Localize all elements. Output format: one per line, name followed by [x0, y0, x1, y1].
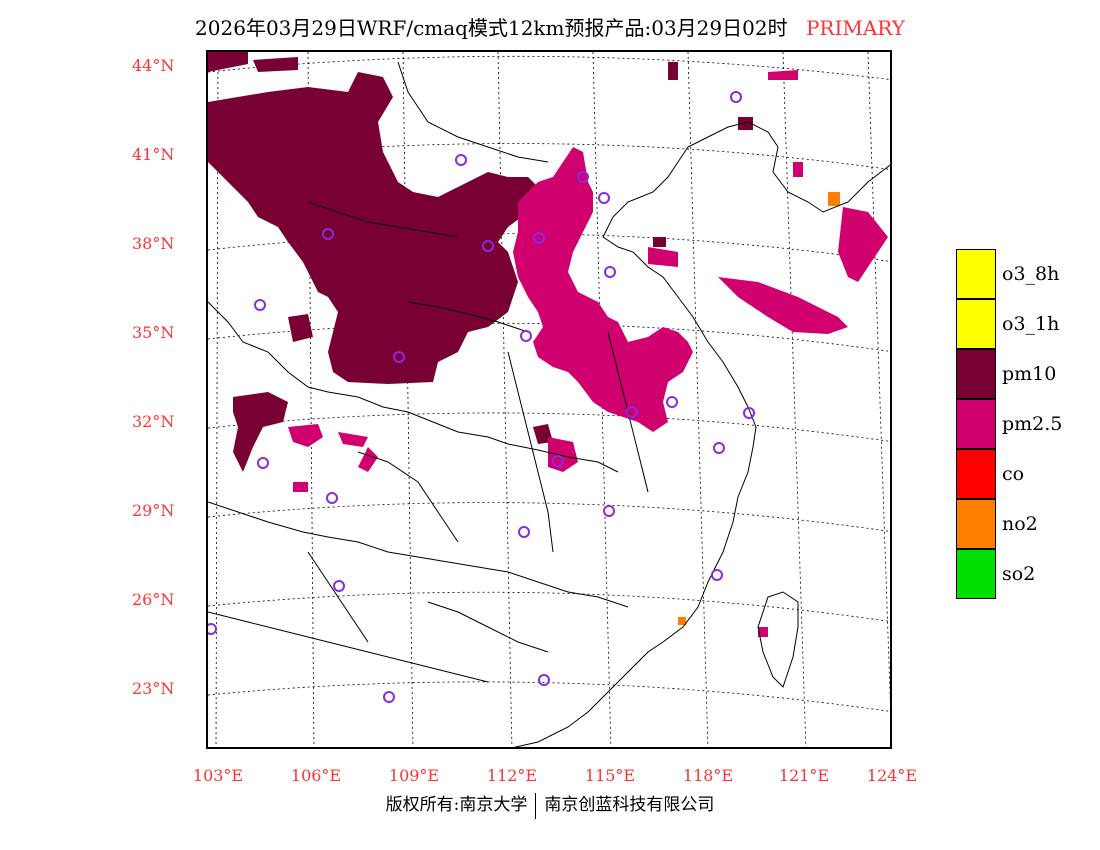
legend-swatch — [956, 549, 996, 599]
lon-label: 124°E — [866, 766, 918, 785]
legend-item-co: co — [956, 449, 1086, 499]
lon-label: 121°E — [778, 766, 830, 785]
copyright-footer: 版权所有:南京大学 南京创蓝科技有限公司 — [0, 790, 1100, 819]
legend-label: o3_8h — [1002, 263, 1060, 285]
legend-swatch — [956, 449, 996, 499]
legend-item-o3-1h: o3_1h — [956, 299, 1086, 349]
legend-label: no2 — [1002, 513, 1038, 535]
pollutant-legend: o3_8h o3_1h pm10 pm2.5 co no2 so2 — [956, 249, 1086, 599]
boundaries — [208, 61, 890, 747]
legend-label: so2 — [1002, 563, 1036, 585]
pm25-area — [288, 70, 888, 637]
lon-label: 112°E — [486, 766, 538, 785]
lon-label: 103°E — [192, 766, 244, 785]
legend-swatch — [956, 399, 996, 449]
legend-label: o3_1h — [1002, 313, 1060, 335]
legend-label: pm2.5 — [1002, 413, 1063, 435]
legend-label: co — [1002, 463, 1025, 485]
title-main: 2026年03月29日WRF/cmaq模式12km预报产品:03月29日02时 — [195, 16, 788, 40]
legend-swatch — [956, 499, 996, 549]
lat-label: 32°N — [132, 412, 175, 431]
copyright-left: 版权所有:南京大学 — [385, 795, 528, 815]
legend-item-pm25: pm2.5 — [956, 399, 1086, 449]
map-panel[interactable] — [206, 50, 892, 749]
legend-item-pm10: pm10 — [956, 349, 1086, 399]
map-title: 2026年03月29日WRF/cmaq模式12km预报产品:03月29日02时 … — [0, 12, 1100, 41]
lat-label: 38°N — [132, 234, 175, 253]
title-tag: PRIMARY — [805, 16, 905, 40]
legend-label: pm10 — [1002, 363, 1057, 385]
lat-label: 35°N — [132, 323, 175, 342]
legend-item-no2: no2 — [956, 499, 1086, 549]
legend-swatch — [956, 299, 996, 349]
copyright-right: 南京创蓝科技有限公司 — [544, 795, 715, 815]
legend-swatch — [956, 249, 996, 299]
legend-item-so2: so2 — [956, 549, 1086, 599]
lat-label: 23°N — [132, 679, 175, 698]
legend-swatch — [956, 349, 996, 399]
pm10-area — [208, 52, 753, 472]
lon-label: 115°E — [584, 766, 636, 785]
lon-label: 118°E — [682, 766, 734, 785]
lat-label: 26°N — [132, 590, 175, 609]
station-markers — [208, 91, 755, 703]
lon-label: 106°E — [290, 766, 342, 785]
lat-label: 29°N — [132, 501, 175, 520]
no2-area — [678, 192, 840, 625]
lat-label: 44°N — [132, 56, 175, 75]
legend-item-o3-8h: o3_8h — [956, 249, 1086, 299]
lon-label: 109°E — [388, 766, 440, 785]
footer-divider — [535, 792, 537, 819]
lat-label: 41°N — [132, 145, 175, 164]
map-svg — [208, 52, 890, 747]
